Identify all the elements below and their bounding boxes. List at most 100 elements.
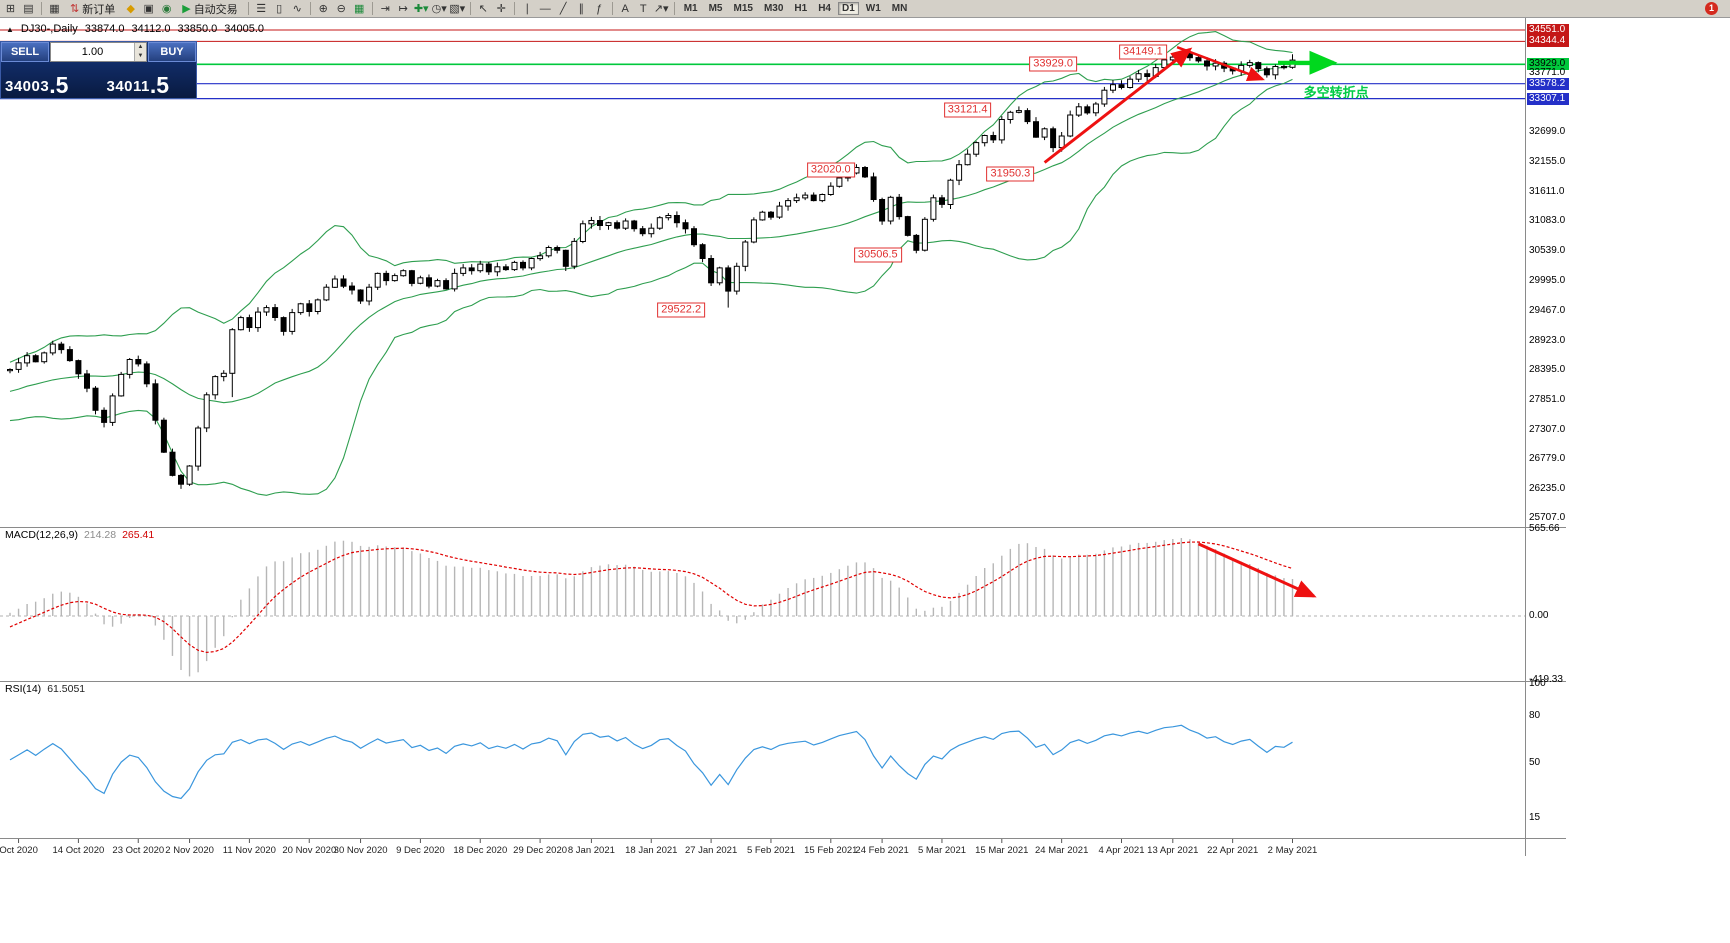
new-order-button-label: 新订单	[82, 3, 116, 16]
new-order-button-icon: ⇅	[70, 3, 80, 15]
price-annotation[interactable]: 32020.0	[806, 162, 855, 178]
price-annotation[interactable]: 30506.5	[853, 247, 902, 263]
channel-icon[interactable]: ∥	[578, 2, 584, 15]
notifications-badge[interactable]: 1	[1705, 2, 1718, 15]
candles-chart-icon[interactable]: ▯	[276, 2, 283, 15]
horizontal-line-icon[interactable]: —	[539, 2, 551, 15]
timeframe-M1[interactable]: M1	[683, 3, 698, 14]
candle	[383, 272, 390, 282]
bars-chart-icon[interactable]: ☰	[256, 2, 267, 15]
volume-down-icon[interactable]: ▼	[135, 52, 146, 61]
turning-point-note[interactable]: 多空转折点	[1303, 84, 1369, 100]
options-icon[interactable]: ▣	[143, 2, 154, 15]
candle	[1169, 56, 1176, 61]
arrows-icon[interactable]: ↗▾	[653, 2, 669, 15]
timeframe-M5[interactable]: M5	[708, 3, 723, 14]
candle	[195, 427, 202, 467]
price-annotation[interactable]: 34149.1	[1119, 44, 1167, 60]
price-annotation[interactable]: 33121.4	[943, 102, 992, 117]
candle	[750, 219, 757, 243]
candle	[733, 265, 740, 292]
periods-icon[interactable]: ◷▾	[431, 2, 447, 15]
new-order-button[interactable]: ⇅ 新订单	[64, 1, 121, 17]
timeframe-D1[interactable]: D1	[838, 2, 859, 15]
grid-icon[interactable]: ▦	[353, 2, 365, 15]
candle	[32, 355, 39, 363]
candle	[511, 261, 518, 271]
buy-button[interactable]: BUY	[148, 42, 196, 62]
price-annotation[interactable]: 33929.0	[1029, 56, 1077, 72]
candle	[15, 362, 22, 370]
timeframe-W1[interactable]: W1	[865, 3, 881, 14]
timeframe-H1[interactable]: H1	[794, 3, 808, 14]
candle	[947, 179, 954, 205]
candle	[776, 205, 783, 218]
candle	[75, 360, 82, 375]
candle	[827, 185, 834, 195]
buy-price[interactable]: 34011 .5	[99, 62, 197, 98]
time-axis-label: 8 Jan 2021	[567, 845, 615, 856]
chart-shift-icon[interactable]: ↦	[398, 2, 408, 15]
volume-value[interactable]: 1.00	[81, 46, 104, 58]
candle	[1144, 73, 1151, 77]
candle	[819, 194, 826, 202]
candle	[502, 266, 509, 271]
line-chart-icon[interactable]: ∿	[292, 2, 302, 15]
sell-price[interactable]: 34003 .5	[1, 62, 99, 98]
chart-ohlc-header: ▲ DJ30-,Daily 33874.0 34112.0 33850.0 34…	[6, 23, 264, 35]
candle	[930, 197, 937, 220]
zoom-out-icon[interactable]: ⊖	[336, 2, 346, 15]
time-axis-label: 11 Nov 2020	[222, 845, 276, 856]
market-watch-icon[interactable]: ▦	[49, 2, 60, 15]
volume-up-icon[interactable]: ▲	[135, 43, 146, 52]
crosshair-icon[interactable]: ✛	[496, 2, 506, 15]
candle	[118, 373, 125, 397]
auto-scroll-icon[interactable]: ⇥	[380, 2, 390, 15]
zoom-in-icon[interactable]: ⊕	[318, 2, 328, 15]
candle	[109, 395, 116, 423]
timeframe-M15[interactable]: M15	[733, 3, 753, 14]
add-indicator-icon[interactable]: ✚▾	[413, 2, 429, 15]
text-icon[interactable]: A	[621, 2, 629, 15]
candle	[1272, 66, 1279, 76]
candle	[810, 194, 817, 202]
fibonacci-icon[interactable]: ƒ	[596, 2, 603, 15]
candle	[554, 247, 561, 251]
price-axis-label: 27307.0	[1529, 423, 1566, 435]
autotrading-button[interactable]: ▶ 自动交易	[176, 1, 243, 17]
price-annotation[interactable]: 29522.2	[657, 302, 706, 318]
candle	[169, 451, 176, 476]
candle	[160, 419, 167, 453]
candle	[58, 343, 65, 351]
new-chart-icon[interactable]: ⊞	[5, 2, 16, 15]
one-click-panel-toggle-icon[interactable]: ▲	[6, 24, 14, 34]
trendline-icon[interactable]: ╱	[559, 2, 567, 15]
vertical-line-icon[interactable]: ∣	[524, 2, 530, 15]
candle	[1058, 135, 1065, 149]
templates-icon[interactable]: ▧▾	[449, 2, 466, 15]
candle	[1050, 128, 1057, 149]
bollinger-band	[9, 78, 1293, 496]
help-icon[interactable]: ◉	[161, 2, 172, 15]
rsi-axis-label: 100	[1529, 678, 1546, 689]
label-icon[interactable]: T	[639, 2, 647, 15]
candle	[297, 303, 304, 314]
sell-button[interactable]: SELL	[1, 42, 49, 62]
cursor-icon[interactable]: ↖	[478, 2, 488, 15]
candle	[1075, 106, 1082, 116]
timeframe-H4[interactable]: H4	[818, 3, 831, 14]
timeframe-M30[interactable]: M30	[763, 3, 784, 14]
candle	[537, 255, 544, 260]
price-annotation[interactable]: 31950.3	[986, 166, 1035, 181]
timeframe-MN[interactable]: MN	[891, 3, 908, 14]
candle	[759, 211, 766, 221]
candle	[742, 241, 749, 267]
candle	[135, 359, 142, 365]
metaeditor-icon[interactable]: ◆	[126, 2, 135, 15]
candle	[237, 317, 244, 331]
toolbar-separator	[469, 2, 471, 15]
volume-input[interactable]: 1.00 ▲ ▼	[50, 42, 147, 62]
profiles-icon[interactable]: ▤	[23, 2, 34, 15]
candle	[956, 164, 963, 181]
